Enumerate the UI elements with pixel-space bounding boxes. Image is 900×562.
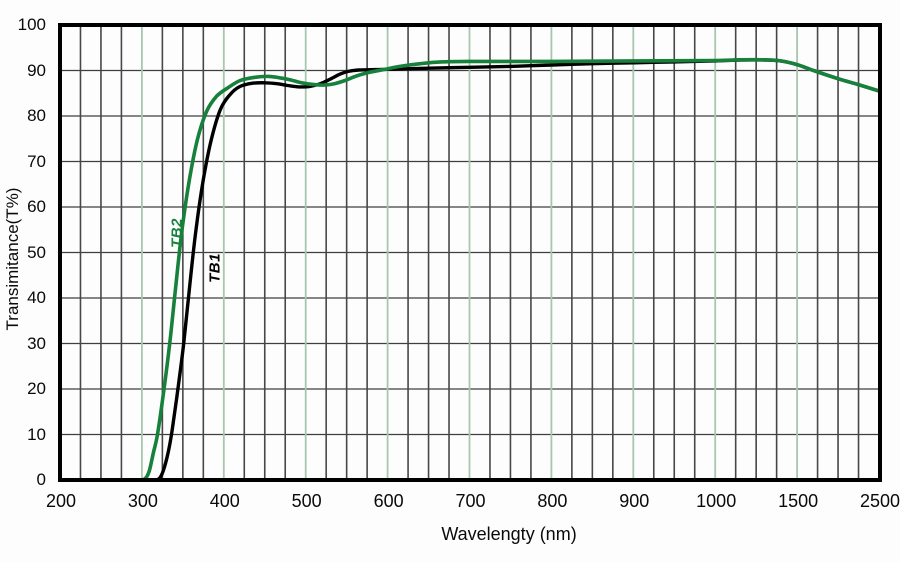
y-tick-label-100: 100: [17, 15, 46, 34]
x-tick-label-600: 600: [373, 491, 404, 511]
y-tick-label-50: 50: [27, 242, 46, 262]
y-tick-label-40: 40: [27, 288, 46, 307]
x-tick-label-800: 800: [537, 491, 568, 511]
series-label-tb2: TB2: [168, 218, 186, 248]
y-tick-label-70: 70: [27, 151, 46, 171]
y-tick-label-30: 30: [27, 333, 46, 353]
y-tick-label-90: 90: [27, 60, 46, 80]
x-tick-label-700: 700: [455, 491, 486, 511]
y-tick-label-0: 0: [36, 470, 46, 489]
y-tick-label-80: 80: [27, 106, 46, 125]
x-tick-label-2500: 2500: [859, 491, 900, 511]
plot-area-border: [58, 23, 882, 482]
y-tick-label-20: 20: [27, 379, 46, 398]
x-tick-label-300: 300: [127, 491, 158, 511]
x-tick-label-200: 200: [45, 491, 77, 511]
series-label-tb1: TB1: [206, 253, 224, 283]
y-tick-label-10: 10: [27, 424, 46, 444]
x-tick-label-900: 900: [619, 491, 650, 511]
curve-tb2: [139, 57, 880, 481]
x-tick-label-500: 500: [291, 491, 322, 511]
x-axis-title: Wavelengty (nm): [441, 524, 577, 544]
y-axis-title: Transimitance(T%): [3, 187, 22, 331]
y-tick-label-60: 60: [27, 197, 46, 216]
x-tick-label-1000: 1000: [696, 491, 737, 511]
x-tick-label-400: 400: [209, 491, 240, 511]
x-tick-label-1500: 1500: [778, 491, 819, 511]
